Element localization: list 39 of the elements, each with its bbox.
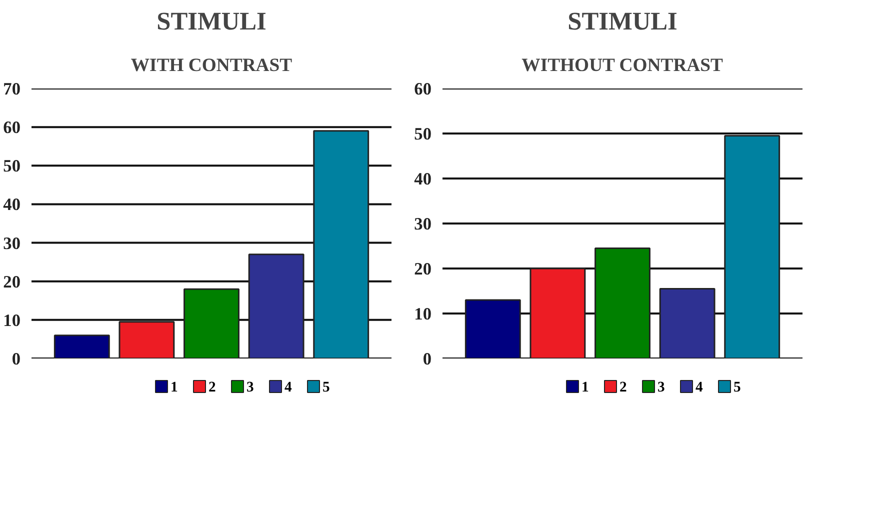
legend-label: 1 [170,380,178,396]
legend-label: 5 [734,380,741,396]
chart-title: STIMULI [568,8,678,36]
y-tick-label: 0 [422,350,432,368]
y-tick-label: 20 [3,272,20,292]
bar [248,254,304,358]
y-tick-label: 60 [414,80,432,98]
y-tick-label: 30 [414,214,432,234]
y-tick-label: 50 [414,124,432,144]
legend-label: 4 [284,380,292,396]
bar [530,268,586,358]
y-tick-label: 30 [3,234,20,253]
bar [594,248,650,358]
y-tick-label: 0 [12,350,21,368]
legend-label: 3 [658,380,665,396]
chart-title: STIMULI [156,8,266,36]
bar [118,321,175,358]
y-tick-label: 50 [3,156,20,176]
legend-label: 4 [696,380,704,396]
y-tick-label: 70 [3,80,20,98]
legend-label: 1 [582,380,589,396]
bar [659,288,716,358]
y-tick-label: 40 [3,195,20,214]
bar [724,135,780,358]
y-tick-label: 20 [414,260,432,278]
y-tick-label: 60 [3,118,20,138]
chart-subtitle: WITHOUT CONTRAST [522,55,724,76]
legend-label: 2 [620,380,627,396]
legend-label: 5 [322,380,330,396]
chart-subtitle: WITH CONTRAST [130,55,293,76]
legend-label: 2 [208,380,216,396]
bar [54,334,110,358]
y-tick-label: 40 [414,170,432,188]
bar [313,130,370,358]
bar [464,299,521,358]
legend-label: 3 [246,380,254,396]
y-tick-label: 10 [3,310,20,330]
bar [184,288,240,358]
y-tick-label: 10 [414,304,432,324]
